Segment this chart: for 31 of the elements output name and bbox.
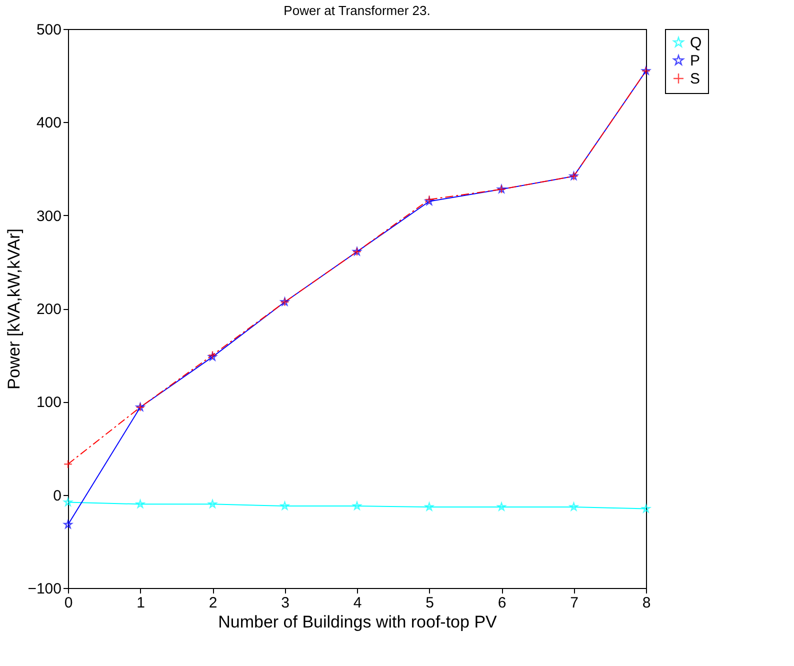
x-tick-label: 8 [642, 594, 651, 612]
point [136, 500, 145, 508]
x-tick-label: 5 [426, 594, 434, 612]
legend-label: S [690, 70, 700, 88]
y-tick-label: 100 [36, 394, 62, 412]
point [64, 498, 72, 506]
point [497, 502, 506, 511]
x-tick-label: 6 [498, 594, 506, 612]
point [208, 500, 217, 508]
x-axis-title: Number of Buildings with roof-top PV [218, 612, 498, 632]
y-tick-label: 300 [36, 208, 62, 225]
point [64, 520, 72, 528]
x-tick-label: 3 [281, 594, 290, 612]
legend-label: P [690, 52, 700, 70]
y-tick-label: 200 [36, 301, 62, 318]
y-tick-label: 500 [36, 22, 62, 38]
x-tick-label: 4 [353, 594, 362, 612]
legend-label: Q [690, 34, 702, 52]
chart-title: Power at Transformer 23. [284, 3, 430, 18]
x-tick-label: 0 [64, 594, 73, 612]
point [64, 460, 72, 469]
point [569, 502, 578, 511]
point [642, 504, 650, 513]
x-tick-label: 7 [570, 594, 578, 612]
x-tick-label: 1 [136, 594, 145, 612]
y-tick-label: 400 [36, 114, 62, 132]
y-tick-label: −100 [28, 580, 62, 598]
y-axis-title: Power [kVA,kW,kVAr] [4, 228, 24, 390]
y-tick-label: 0 [53, 487, 62, 504]
point [424, 502, 434, 511]
x-tick-label: 2 [208, 594, 218, 612]
